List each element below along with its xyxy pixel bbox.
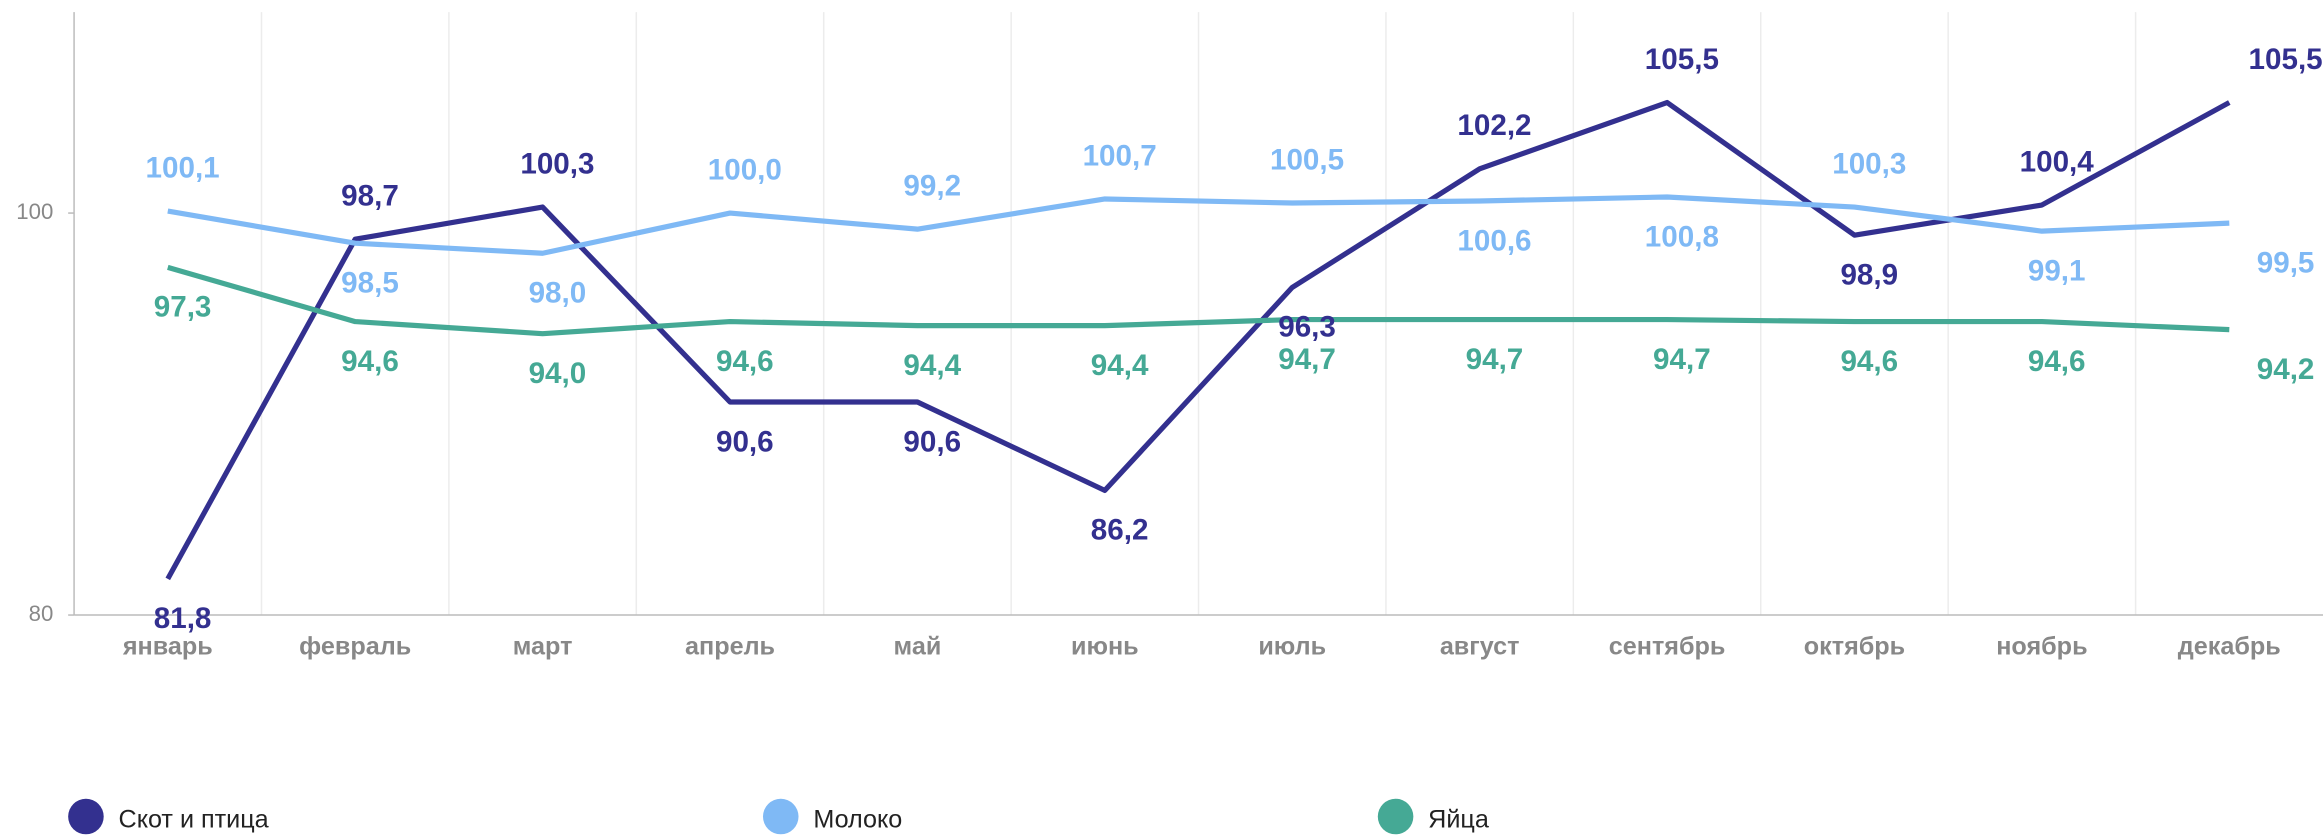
data-label: 94,4: [903, 349, 961, 382]
data-label: 100,4: [2020, 145, 2095, 178]
legend-swatch: [68, 798, 104, 835]
legend-label: Скот и птица: [119, 806, 269, 834]
x-tick-label: сентябрь: [1609, 632, 1726, 660]
y-tick-label: 100: [16, 199, 53, 224]
data-label: 105,5: [1645, 43, 1719, 76]
data-label: 94,7: [1653, 343, 1711, 376]
data-label: 94,0: [529, 357, 587, 390]
data-label: 105,5: [2249, 43, 2323, 76]
data-label: 94,6: [341, 345, 399, 378]
data-label: 94,2: [2257, 353, 2315, 386]
data-label: 100,8: [1645, 220, 1719, 253]
data-label: 86,2: [1091, 514, 1149, 547]
x-tick-label: апрель: [685, 632, 775, 660]
data-label: 94,6: [1840, 345, 1898, 378]
legend-swatch: [1377, 798, 1414, 835]
x-tick-label: ноябрь: [1996, 632, 2087, 660]
legend-label: Молоко: [813, 806, 902, 834]
data-label: 94,4: [1091, 349, 1149, 382]
data-label: 100,3: [1832, 147, 1906, 180]
data-label: 100,5: [1270, 143, 1344, 176]
y-tick-label: 80: [29, 601, 54, 626]
data-label: 100,3: [520, 147, 594, 180]
data-label: 94,7: [1466, 343, 1524, 376]
data-label: 98,5: [341, 267, 399, 300]
data-label: 90,6: [716, 425, 774, 458]
series-line: [167, 194, 2230, 256]
x-tick-label: июль: [1258, 632, 1326, 660]
data-label: 102,2: [1457, 109, 1531, 142]
x-tick-label: январь: [122, 632, 213, 660]
x-tick-label: март: [513, 632, 573, 660]
data-label: 99,1: [2028, 254, 2086, 287]
legend-label: Яйца: [1428, 806, 1489, 834]
data-label: 99,5: [2257, 246, 2315, 279]
x-tick-label: февраль: [299, 632, 411, 660]
x-tick-label: октябрь: [1804, 632, 1905, 660]
data-label: 94,6: [716, 345, 774, 378]
data-label: 100,6: [1457, 224, 1531, 257]
data-label: 94,6: [2028, 345, 2086, 378]
data-label: 97,3: [154, 291, 212, 324]
x-tick-label: июнь: [1071, 632, 1139, 660]
data-label: 100,0: [708, 153, 782, 186]
data-label: 81,8: [154, 602, 212, 635]
data-label: 90,6: [903, 425, 961, 458]
legend-swatch: [762, 798, 799, 835]
data-label: 98,7: [341, 180, 399, 213]
series-line: [165, 99, 2231, 581]
data-label: 100,7: [1083, 139, 1157, 172]
data-label: 98,0: [529, 277, 587, 310]
x-tick-label: май: [894, 632, 942, 660]
x-tick-label: август: [1440, 632, 1520, 660]
data-label: 96,3: [1278, 311, 1336, 344]
series-line: [167, 264, 2230, 337]
data-label: 98,9: [1840, 258, 1898, 291]
data-label: 99,2: [903, 169, 961, 202]
data-label: 94,7: [1278, 343, 1336, 376]
x-tick-label: декабрь: [2178, 632, 2281, 660]
data-label: 100,1: [146, 151, 220, 184]
